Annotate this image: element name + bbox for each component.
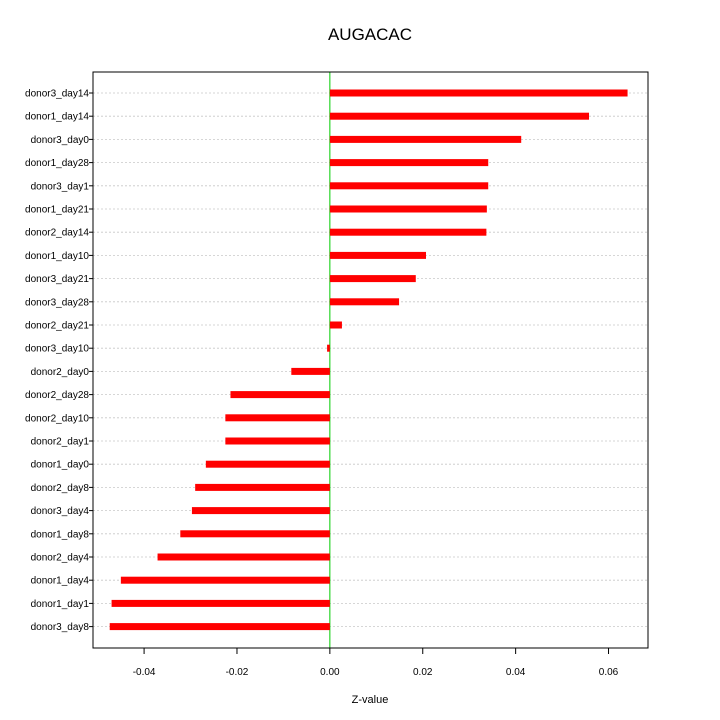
bar-donor3_day10: [327, 344, 330, 352]
plot-frame: [92, 71, 649, 649]
bar-donor2_day14: [329, 228, 487, 236]
y-tick-label: donor2_day21: [25, 321, 89, 332]
y-tick-label: donor2_day4: [31, 553, 90, 564]
y-tick-label: donor1_day1: [31, 599, 90, 610]
y-tick-label: donor1_day10: [25, 251, 89, 262]
y-tick-label: donor2_day0: [31, 367, 90, 378]
bar-donor1_day8: [180, 530, 330, 538]
bar-donor1_day4: [120, 576, 330, 584]
x-tick-label: 0.00: [320, 667, 340, 678]
gridlines: [93, 92, 648, 627]
bar-donor1_day21: [329, 205, 487, 213]
y-tick-label: donor3_day1: [31, 181, 90, 192]
y-tick-label: donor1_day14: [25, 112, 89, 123]
bar-donor1_day28: [329, 159, 489, 167]
bar-donor2_day0: [291, 367, 330, 375]
y-tick-label: donor2_day14: [25, 228, 89, 239]
y-tick-label: donor3_day0: [31, 135, 90, 146]
bar-donor1_day14: [329, 112, 590, 120]
bar-donor2_day8: [195, 483, 330, 491]
bar-donor2_day4: [157, 553, 330, 561]
x-tick-label: -0.04: [133, 667, 156, 678]
bar-donor3_day21: [329, 275, 416, 283]
bar-donor3_day14: [329, 89, 628, 97]
y-tick-label: donor1_day4: [31, 576, 90, 587]
x-axis: -0.04 -0.02 0.00 0.02 0.04 0.06: [133, 648, 619, 678]
y-tick-label: donor3_day4: [31, 506, 90, 517]
bars: [109, 89, 628, 631]
bar-donor2_day1: [225, 437, 330, 445]
x-tick-label: 0.02: [413, 667, 433, 678]
y-tick-label: donor1_day28: [25, 158, 89, 169]
y-tick-label: donor3_day28: [25, 297, 89, 308]
x-axis-label: Z-value: [352, 694, 389, 706]
bar-donor2_day10: [225, 414, 330, 422]
y-tick-labels: donor3_day14 donor1_day14 donor3_day0donor…: [25, 89, 93, 633]
bar-donor3_day1: [329, 182, 489, 190]
bar-donor3_day4: [191, 507, 330, 515]
bar-donor2_day21: [329, 321, 342, 329]
bar-donor1_day0: [205, 460, 330, 468]
y-tick-label: donor3_day21: [25, 274, 89, 285]
y-tick-label: donor1_day0: [31, 460, 90, 471]
bar-donor3_day28: [329, 298, 400, 306]
x-tick-label: 0.06: [599, 667, 619, 678]
bar-donor1_day1: [111, 599, 330, 607]
y-tick-label: donor1_day21: [25, 205, 89, 216]
chart-title: AUGACAC: [328, 25, 412, 44]
bar-donor3_day0: [329, 135, 522, 143]
x-tick-label: -0.02: [226, 667, 249, 678]
y-tick-label: donor3_day8: [31, 622, 90, 633]
bar-donor3_day8: [109, 623, 330, 631]
y-tick-label: donor1_day8: [31, 529, 90, 540]
y-tick-label: donor2_day10: [25, 413, 89, 424]
y-tick-label: donor2_day28: [25, 390, 89, 401]
y-tick-label: donor2_day1: [31, 437, 90, 448]
bar-donor1_day10: [329, 251, 426, 259]
y-tick-label: donor3_day10: [25, 344, 89, 355]
y-tick-label: donor3_day14: [25, 89, 89, 100]
bar-donor2_day28: [230, 391, 330, 399]
y-tick-label: donor2_day8: [31, 483, 90, 494]
x-tick-label: 0.04: [506, 667, 526, 678]
